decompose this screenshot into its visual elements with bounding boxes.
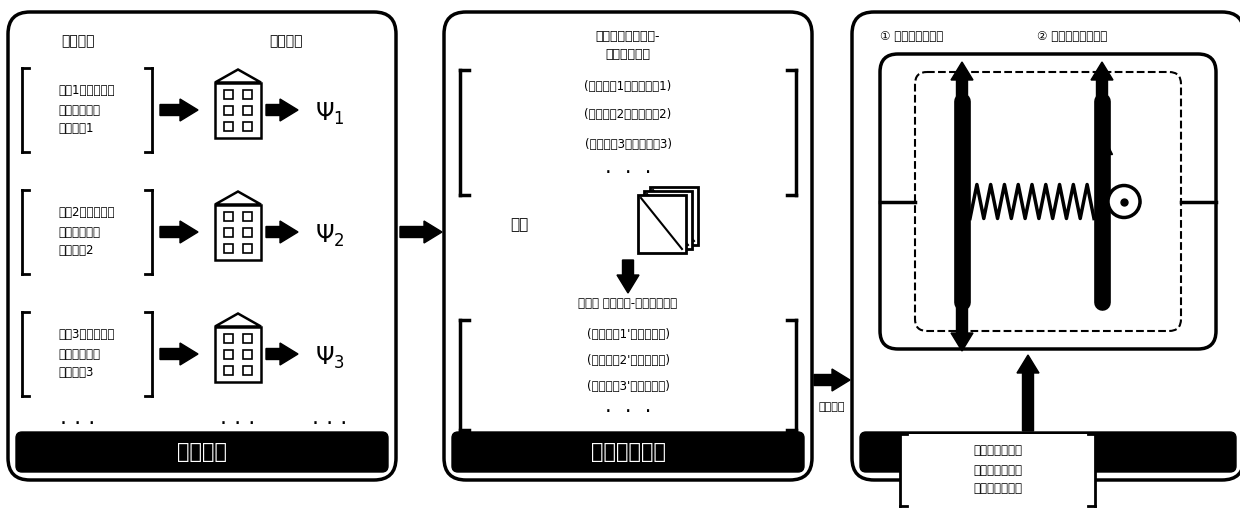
Bar	[22, 68, 153, 152]
Bar	[224, 350, 233, 358]
Text: ② 二次侧循环泵频率: ② 二次侧循环泵频率	[1037, 30, 1107, 43]
FancyArrow shape	[618, 260, 639, 293]
FancyArrow shape	[267, 99, 298, 121]
Text: 输入参数: 输入参数	[61, 34, 94, 48]
Text: 模型输出: 模型输出	[269, 34, 303, 48]
Text: · · ·: · · ·	[312, 414, 347, 434]
FancyArrow shape	[160, 221, 198, 243]
FancyBboxPatch shape	[7, 12, 396, 480]
FancyArrow shape	[401, 221, 441, 243]
FancyArrow shape	[160, 343, 198, 365]
Text: ① 一次侧阀门开度: ① 一次侧阀门开度	[880, 30, 944, 43]
Text: 室渥1，天气温度
风速，湿度，
楼口流量1: 室渥1，天气温度 风速，湿度， 楼口流量1	[58, 84, 115, 136]
Text: 流量分配矩阵: 流量分配矩阵	[605, 48, 651, 61]
FancyBboxPatch shape	[453, 432, 804, 472]
Text: 楼宇模型: 楼宇模型	[177, 442, 227, 462]
Text: 板换模型: 板换模型	[1023, 442, 1073, 462]
Polygon shape	[215, 70, 260, 82]
Text: 寻优: 寻优	[510, 217, 528, 233]
Text: $\Psi_1$: $\Psi_1$	[315, 101, 345, 127]
Bar	[215, 204, 260, 259]
Text: $\Psi_3$: $\Psi_3$	[315, 345, 345, 371]
Circle shape	[1109, 185, 1140, 217]
Bar	[900, 434, 1095, 506]
Bar	[243, 350, 252, 358]
Polygon shape	[215, 313, 260, 326]
FancyArrow shape	[1017, 355, 1039, 431]
Text: (楼口流量2'，二次供温): (楼口流量2'，二次供温)	[587, 354, 670, 366]
Text: ·  ·  ·: · · ·	[605, 163, 651, 183]
Bar	[22, 312, 153, 396]
Bar	[243, 244, 252, 253]
FancyArrow shape	[160, 99, 198, 121]
FancyArrow shape	[813, 369, 849, 391]
Text: 二次供温: 二次供温	[818, 402, 846, 412]
FancyBboxPatch shape	[650, 187, 698, 245]
Bar	[215, 82, 260, 137]
Text: 室渥2，天气温度
风速，湿度，
楼口流量2: 室渥2，天气温度 风速，湿度， 楼口流量2	[58, 206, 115, 257]
Bar	[243, 90, 252, 99]
FancyBboxPatch shape	[444, 12, 812, 480]
FancyArrow shape	[1091, 62, 1114, 104]
Text: (楼口流量1'，二次供温): (楼口流量1'，二次供温)	[587, 328, 670, 341]
Bar	[224, 244, 233, 253]
Bar	[224, 122, 233, 130]
Text: (楼口流量1，二次供温1): (楼口流量1，二次供温1)	[584, 80, 672, 93]
Text: 二次供温需求分布-: 二次供温需求分布-	[595, 30, 660, 43]
Bar	[243, 227, 252, 236]
Bar	[243, 366, 252, 375]
Polygon shape	[215, 191, 260, 204]
Bar	[224, 212, 233, 221]
FancyArrow shape	[951, 62, 973, 104]
Bar	[224, 227, 233, 236]
Text: ·  ·  ·: · · ·	[605, 402, 651, 422]
Bar	[215, 326, 260, 381]
FancyArrow shape	[267, 221, 298, 243]
FancyBboxPatch shape	[639, 195, 686, 253]
FancyBboxPatch shape	[852, 12, 1240, 480]
Bar	[22, 190, 153, 274]
Bar	[224, 333, 233, 343]
Bar	[243, 122, 252, 130]
Bar	[243, 333, 252, 343]
Bar	[224, 105, 233, 115]
Bar	[243, 212, 252, 221]
Text: (楼口流量3'，二次供温): (楼口流量3'，二次供温)	[587, 379, 670, 392]
FancyBboxPatch shape	[644, 191, 692, 249]
Bar	[224, 90, 233, 99]
Bar	[243, 105, 252, 115]
Text: (楼口流量2，二次供温2): (楼口流量2，二次供温2)	[584, 108, 672, 122]
FancyArrow shape	[267, 343, 298, 365]
Text: · · ·: · · ·	[61, 414, 95, 434]
Text: $\Psi_2$: $\Psi_2$	[315, 223, 345, 249]
FancyBboxPatch shape	[861, 432, 1236, 472]
FancyBboxPatch shape	[16, 432, 388, 472]
FancyArrow shape	[951, 299, 973, 351]
FancyBboxPatch shape	[880, 54, 1216, 349]
Text: 最终的 二次供温-流量分配矩阵: 最终的 二次供温-流量分配矩阵	[578, 297, 677, 310]
Bar	[224, 366, 233, 375]
Text: · · ·: · · ·	[221, 414, 255, 434]
Text: 室渥3，天气温度
风速，湿度，
楼口流量3: 室渥3，天气温度 风速，湿度， 楼口流量3	[58, 329, 115, 379]
Text: 流量优化模型: 流量优化模型	[590, 442, 666, 462]
Text: (楼口流量3，二次供温3): (楼口流量3，二次供温3)	[584, 137, 672, 150]
Text: 二次供温，一次
供温，天气温度
，风速，湿度，: 二次供温，一次 供温，天气温度 ，风速，湿度，	[973, 444, 1022, 496]
